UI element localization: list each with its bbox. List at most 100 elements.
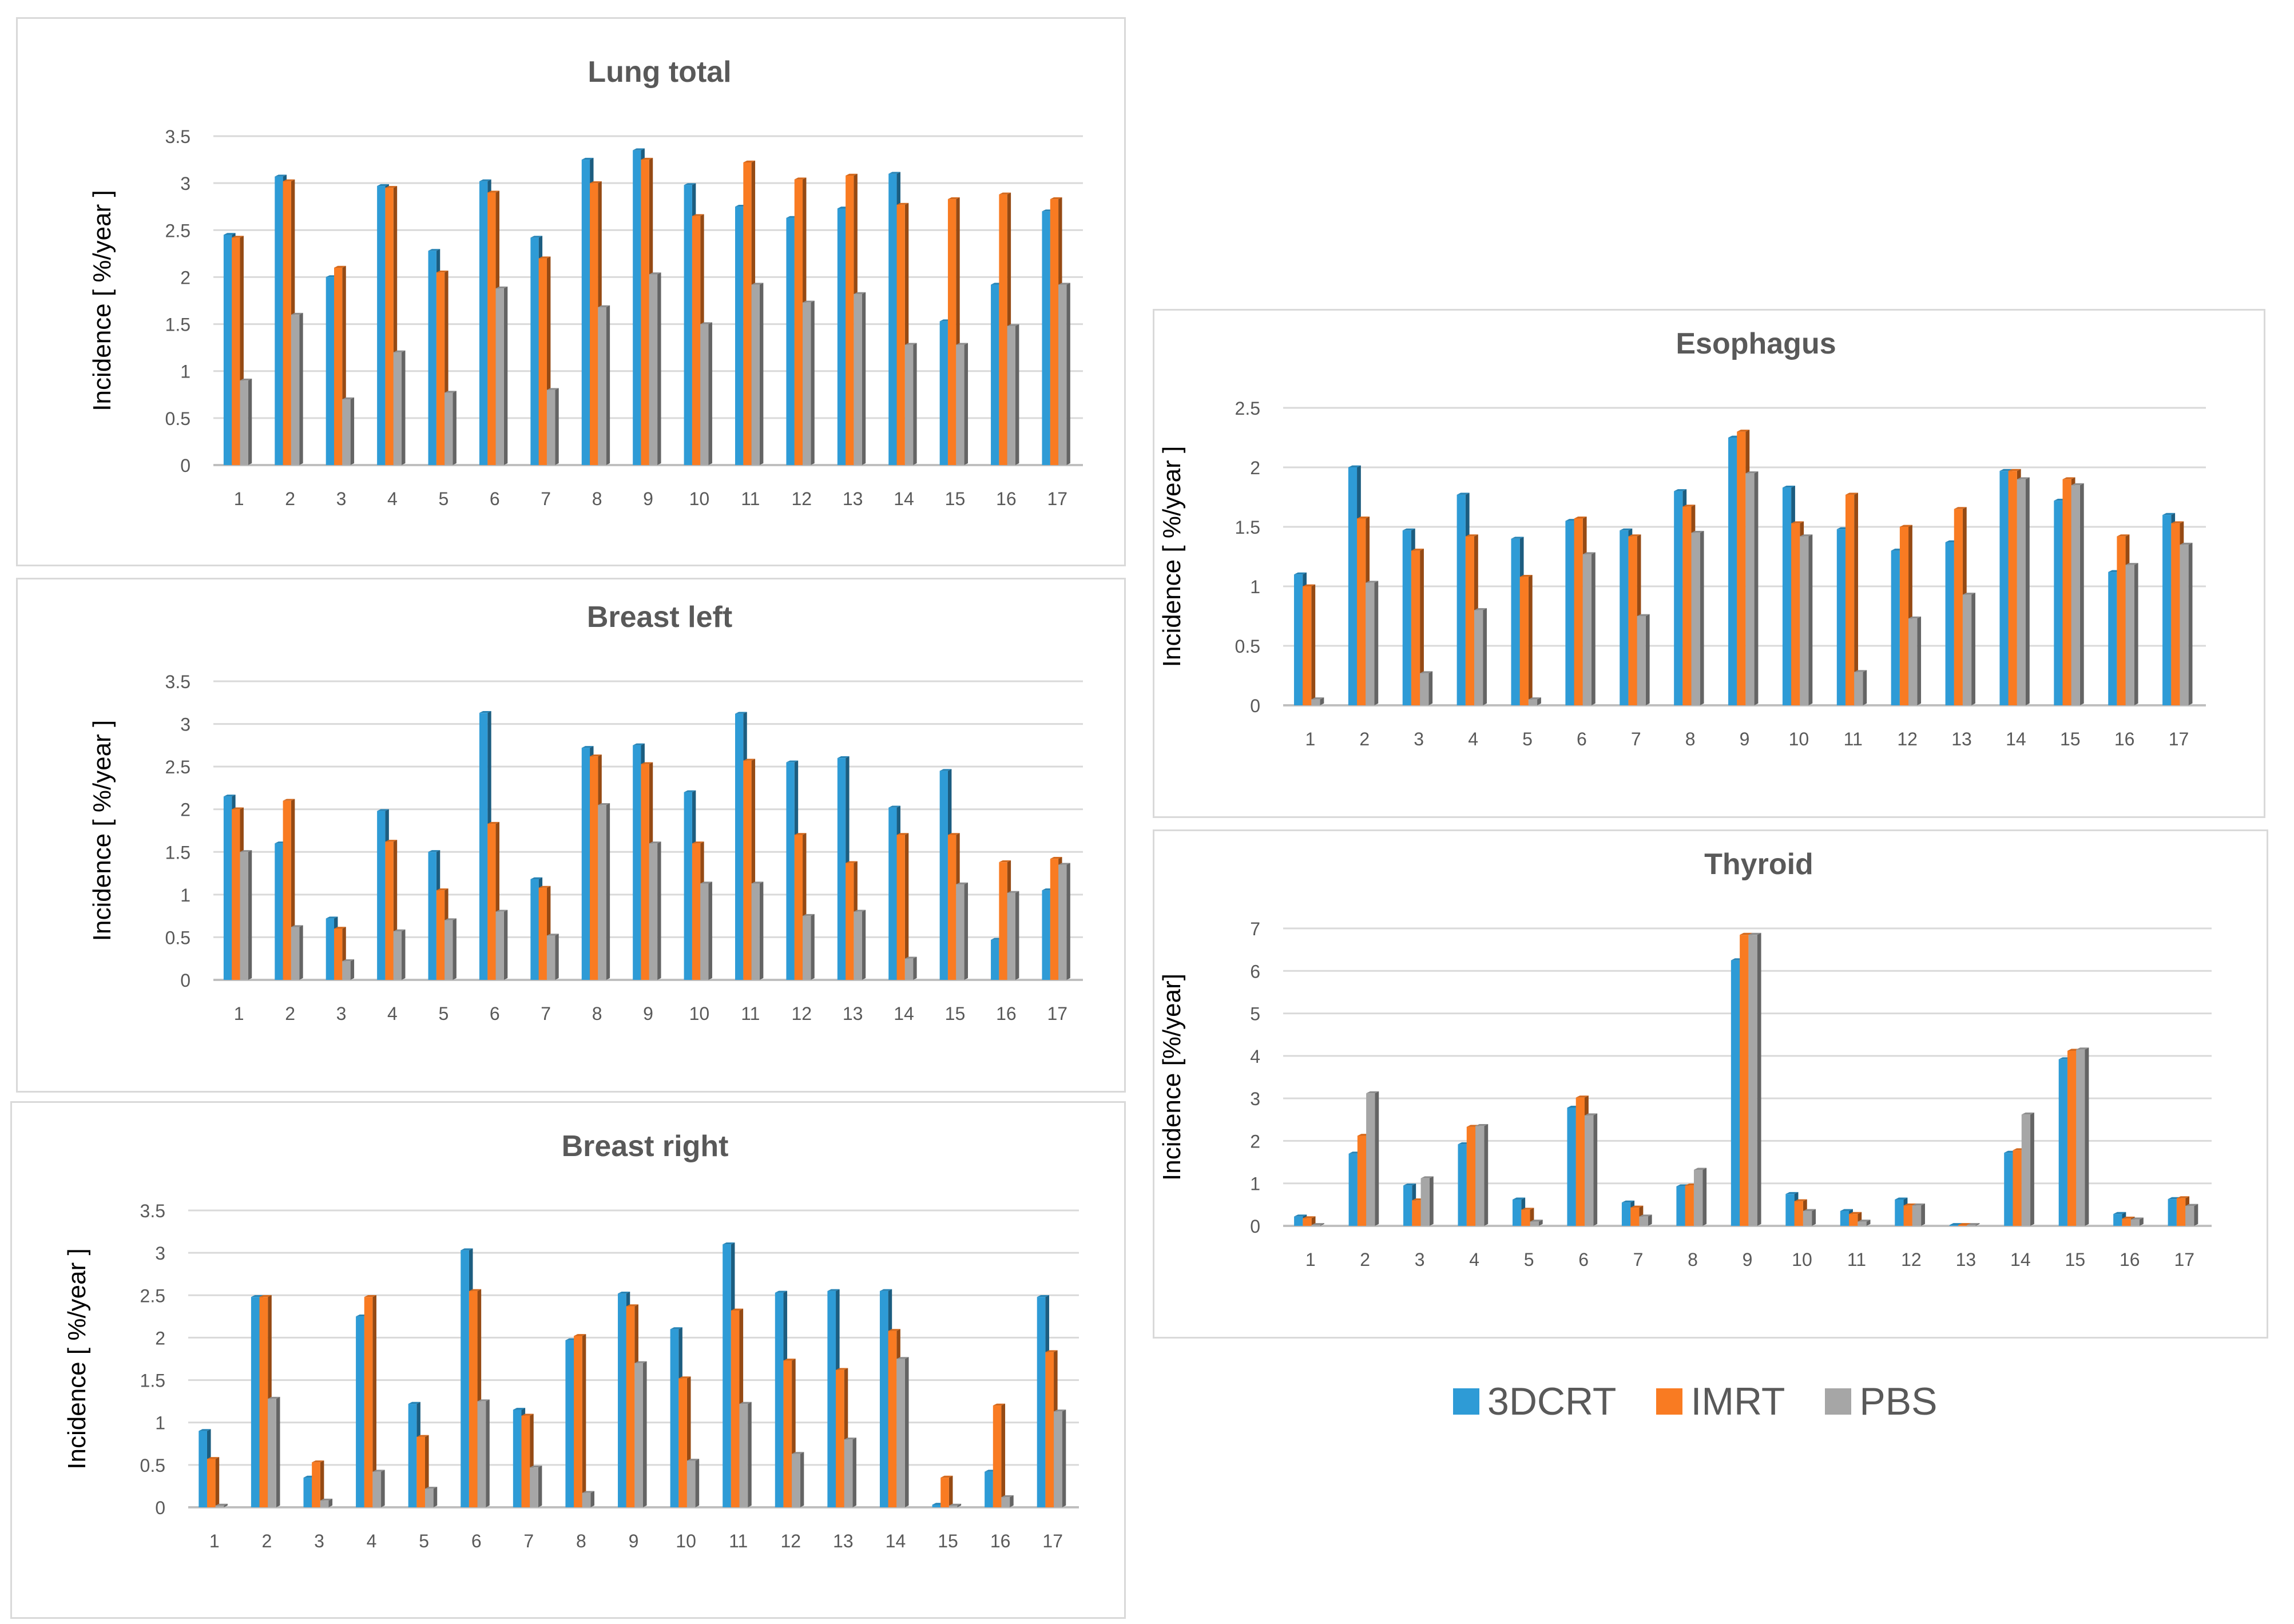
x-tick-label: 6 <box>471 1531 482 1551</box>
y-tick-label: 6 <box>1250 961 1260 982</box>
bar-pbs-12 <box>1912 1203 1925 1226</box>
x-tick-label: 11 <box>729 1531 748 1551</box>
x-tick-label: 1 <box>1305 1249 1316 1270</box>
x-tick-label: 9 <box>643 1003 653 1024</box>
x-tick-label: 12 <box>780 1531 801 1551</box>
bar-pbs-5 <box>1528 697 1541 705</box>
x-tick-label: 13 <box>1951 729 1972 749</box>
bar-pbs-12 <box>803 914 815 980</box>
bar-pbs-3 <box>1420 1176 1434 1226</box>
bar-pbs-12 <box>803 300 815 465</box>
x-tick-label: 8 <box>592 1003 602 1024</box>
y-tick-label: 3.5 <box>165 126 190 147</box>
bar-pbs-17 <box>2180 542 2193 705</box>
bar-imrt-3 <box>1411 549 1424 705</box>
x-tick-label: 16 <box>2120 1249 2140 1270</box>
chart-title-thyroid: Thyroid <box>1704 848 1813 881</box>
y-tick-label: 0 <box>1250 1216 1260 1237</box>
x-tick-label: 15 <box>938 1531 958 1551</box>
bar-pbs-9 <box>649 841 661 980</box>
y-tick-label: 1 <box>1250 577 1260 597</box>
y-tick-label: 3 <box>155 1243 165 1264</box>
bar-pbs-17 <box>1058 283 1070 465</box>
bar-pbs-16 <box>1007 891 1019 980</box>
x-tick-label: 6 <box>490 489 500 509</box>
x-tick-label: 7 <box>541 1003 551 1024</box>
bar-pbs-15 <box>2076 1047 2089 1226</box>
bar-pbs-2 <box>1366 581 1379 705</box>
bar-pbs-8 <box>598 803 610 980</box>
x-tick-label: 16 <box>990 1531 1011 1551</box>
legend-swatch-3dcrt <box>1453 1388 1479 1415</box>
bar-pbs-6 <box>495 910 508 980</box>
y-tick-label: 0.5 <box>165 927 190 948</box>
bar-imrt-14 <box>896 833 909 980</box>
x-tick-label: 9 <box>629 1531 639 1551</box>
chart-title-lung-total: Lung total <box>588 55 731 89</box>
legend-swatch-pbs <box>1825 1388 1852 1415</box>
x-tick-label: 1 <box>209 1531 220 1551</box>
x-tick-label: 16 <box>2114 729 2135 749</box>
legend-item-pbs: PBS <box>1825 1379 1937 1424</box>
bar-pbs-2 <box>291 312 303 465</box>
bar-imrt-1 <box>207 1457 220 1507</box>
bar-pbs-4 <box>1475 1123 1489 1226</box>
x-tick-label: 7 <box>523 1531 534 1551</box>
y-tick-label: 4 <box>1250 1046 1260 1067</box>
bar-pbs-6 <box>1584 1113 1598 1226</box>
x-tick-label: 7 <box>541 489 551 509</box>
y-tick-label: 1 <box>180 362 190 382</box>
y-tick-label: 1.5 <box>1235 517 1260 538</box>
bar-pbs-2 <box>1366 1091 1379 1226</box>
bar-pbs-13 <box>844 1438 856 1507</box>
bar-pbs-3 <box>1420 671 1433 705</box>
bar-pbs-7 <box>1637 614 1650 705</box>
bar-pbs-16 <box>1001 1495 1014 1507</box>
bar-pbs-14 <box>904 956 917 980</box>
bar-imrt-4 <box>364 1295 376 1507</box>
bar-pbs-8 <box>1691 530 1704 705</box>
y-tick-label: 2 <box>1250 458 1260 478</box>
x-tick-label: 5 <box>438 489 449 509</box>
bar-pbs-11 <box>739 1401 752 1507</box>
x-tick-label: 7 <box>1633 1249 1644 1270</box>
bar-pbs-7 <box>546 934 559 980</box>
y-axis-label: Incidence [ %/year ] <box>88 720 116 941</box>
x-tick-label: 3 <box>1415 1249 1425 1270</box>
legend-item-3dcrt: 3DCRT <box>1453 1379 1616 1424</box>
x-tick-label: 10 <box>689 1003 710 1024</box>
bar-pbs-11 <box>1854 670 1867 705</box>
bar-pbs-14 <box>2021 1112 2034 1226</box>
x-tick-label: 1 <box>1305 729 1316 749</box>
bar-pbs-4 <box>372 1470 385 1507</box>
legend-swatch-imrt <box>1656 1388 1683 1415</box>
bar-pbs-7 <box>530 1466 542 1507</box>
x-tick-label: 11 <box>741 1003 760 1024</box>
bar-imrt-5 <box>1519 574 1533 705</box>
bar-pbs-9 <box>649 272 661 465</box>
y-tick-label: 1 <box>180 885 190 906</box>
y-axis-label: Incidence [ %/year ] <box>63 1248 91 1469</box>
y-tick-label: 2.5 <box>1235 398 1260 419</box>
x-tick-label: 9 <box>643 489 653 509</box>
x-tick-label: 12 <box>1897 729 1918 749</box>
chart-esophagus: Esophagus 0 0.5 1 1.5 2 2.5 Incidence [ %/year … <box>1158 327 2206 749</box>
bar-pbs-9 <box>634 1361 647 1507</box>
x-tick-label: 8 <box>1688 1249 1698 1270</box>
x-tick-label: 10 <box>1792 1249 1812 1270</box>
x-tick-label: 17 <box>1047 1003 1067 1024</box>
x-tick-label: 11 <box>741 489 760 509</box>
x-tick-label: 10 <box>676 1531 696 1551</box>
y-tick-label: 0 <box>180 970 190 991</box>
legend: 3DCRT IMRT PBS <box>1453 1370 2025 1433</box>
bar-pbs-16 <box>2130 1217 2144 1226</box>
bar-imrt-15 <box>940 1475 953 1507</box>
x-tick-label: 12 <box>791 489 812 509</box>
x-tick-label: 17 <box>1042 1531 1063 1551</box>
bar-imrt-16 <box>993 1403 1006 1507</box>
bar-pbs-3 <box>342 959 355 980</box>
y-tick-label: 2 <box>155 1328 165 1348</box>
legend-label-3dcrt: 3DCRT <box>1487 1380 1617 1423</box>
x-tick-label: 15 <box>945 489 966 509</box>
bar-imrt-1 <box>1303 584 1316 705</box>
